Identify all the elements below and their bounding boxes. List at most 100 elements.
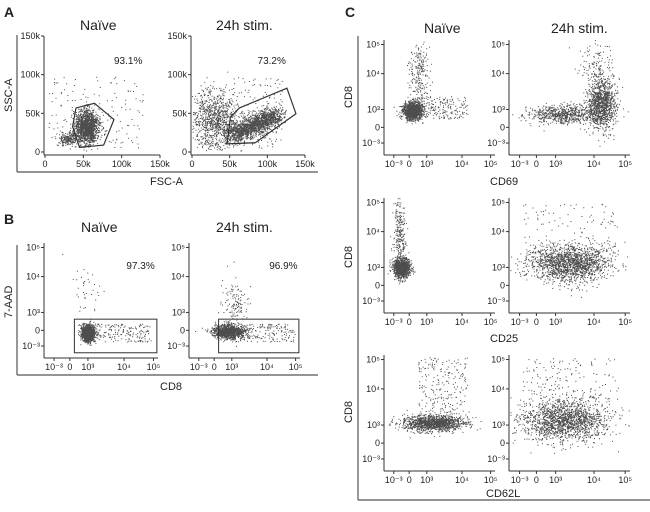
x-tick-label: 0: [407, 475, 412, 485]
scatter-plot-B-naive: 10⁻³ 0 10³ 10⁴ 10⁵ 10⁻³ 0 10³ 10⁴ 10⁵ 97.3%: [22, 242, 160, 372]
y-tick-label: 10⁻³: [487, 138, 505, 148]
data-points: [510, 358, 630, 454]
y-tick-label: 10⁴: [491, 227, 505, 237]
gate-polygon: [226, 87, 297, 145]
y-tick-label: 10⁵: [171, 242, 185, 252]
x-tick-label: 10⁻³: [190, 362, 208, 372]
title-naive-b: Naïve: [81, 219, 118, 235]
data-points: [510, 203, 629, 298]
scatter-plot-A-naive: 0 50k 100k 150k 0 50k 100k 150k 93.1%: [20, 31, 170, 169]
x-tick-label: 10⁴: [455, 475, 469, 485]
x-tick-label: 10³: [420, 159, 433, 169]
scatter-plot-C-CD62L-stim: 10⁻³ 0 10³ 10⁴ 10⁵ 10⁻³ 0 10³ 10⁴ 10⁵: [487, 355, 632, 485]
gate-rectangle: [73, 318, 158, 354]
x-tick-label: 10⁻³: [385, 159, 403, 169]
xlabel-b: CD8: [160, 381, 182, 393]
panel-label-b: B: [4, 211, 14, 227]
y-tick-label: 100k: [167, 70, 187, 80]
x-tick-label: 10⁻³: [511, 475, 529, 485]
y-tick-label: 10⁴: [366, 69, 380, 79]
gate-percentage: 97.3%: [126, 261, 154, 272]
x-tick-label: 50k: [222, 159, 237, 169]
event-dots: [512, 40, 629, 147]
y-tick-label: 0: [180, 325, 185, 335]
y-tick-label: 10³: [172, 307, 185, 317]
event-dots: [387, 198, 416, 285]
y-tick-label: 10³: [367, 104, 380, 114]
x-tick-label: 10³: [420, 475, 433, 485]
y-tick-label: 50k: [25, 108, 40, 118]
y-tick-label: 10⁻³: [362, 454, 380, 464]
x-tick-label: 10⁴: [260, 362, 274, 372]
scatter-plot-C-CD69-naive: 10⁻³ 0 10³ 10⁴ 10⁵ 10⁻³ 0 10³ 10⁴ 10⁵: [362, 39, 498, 169]
ylabel-c-row3: CD8: [343, 401, 355, 423]
data-points: [195, 261, 296, 347]
y-tick-label: 10⁵: [491, 39, 505, 49]
x-tick-label: 10⁵: [484, 475, 498, 485]
data-points: [388, 357, 482, 439]
data-points: [393, 41, 469, 125]
xlabel-c-cd62l: CD62L: [486, 488, 520, 500]
y-tick-label: 50k: [172, 108, 187, 118]
x-tick-label: 10⁵: [289, 362, 303, 372]
y-tick-label: 10³: [492, 420, 505, 430]
y-tick-label: 100k: [20, 70, 40, 80]
event-dots: [510, 358, 630, 454]
y-tick-label: 10⁻³: [362, 138, 380, 148]
x-tick-label: 10³: [549, 317, 562, 327]
x-tick-label: 10³: [81, 362, 94, 372]
gate-percentage: 96.9%: [269, 261, 297, 272]
event-dots: [48, 76, 144, 152]
data-points: [48, 76, 144, 152]
gate-percentage: 73.2%: [258, 56, 286, 67]
x-tick-label: 10³: [549, 159, 562, 169]
event-dots: [510, 203, 629, 298]
y-tick-label: 10⁴: [491, 69, 505, 79]
xlabel-a: FSC-A: [150, 176, 184, 188]
y-tick-label: 0: [375, 280, 380, 290]
panel-label-a: A: [4, 4, 14, 20]
y-tick-label: 10⁻³: [362, 296, 380, 306]
event-dots: [195, 261, 296, 347]
title-naive-a: Naïve: [80, 17, 117, 33]
ylabel-c-row2: CD8: [343, 246, 355, 268]
event-dots: [192, 71, 288, 152]
x-tick-label: 10⁵: [618, 475, 632, 485]
scatter-plot-B-stim: 10⁻³ 0 10³ 10⁴ 10⁵ 10⁻³ 0 10³ 10⁴ 10⁵ 96.9%: [167, 242, 303, 372]
y-tick-label: 10³: [492, 104, 505, 114]
y-tick-label: 0: [500, 122, 505, 132]
ylabel-c-row1: CD8: [343, 86, 355, 108]
x-tick-label: 10⁴: [455, 159, 469, 169]
x-tick-label: 10⁵: [618, 317, 632, 327]
x-tick-label: 100k: [258, 159, 278, 169]
title-naive-c: Naïve: [424, 20, 461, 36]
y-tick-label: 10⁻³: [487, 454, 505, 464]
x-tick-label: 10⁵: [484, 159, 498, 169]
xlabel-c-cd69: CD69: [490, 176, 518, 188]
y-tick-label: 0: [500, 438, 505, 448]
y-tick-label: 10³: [492, 262, 505, 272]
y-tick-label: 10⁴: [26, 272, 40, 282]
y-tick-label: 10⁴: [366, 227, 380, 237]
x-tick-label: 10⁻³: [511, 159, 529, 169]
gate-rectangle: [218, 318, 300, 354]
x-tick-label: 0: [534, 475, 539, 485]
event-dots: [393, 41, 469, 125]
x-tick-label: 10⁻³: [511, 317, 529, 327]
x-tick-label: 0: [407, 317, 412, 327]
y-tick-label: 10⁴: [491, 384, 505, 394]
x-tick-label: 10³: [420, 317, 433, 327]
y-tick-label: 10³: [27, 307, 40, 317]
y-tick-label: 10³: [367, 420, 380, 430]
x-tick-label: 100k: [112, 159, 132, 169]
scatter-plot-C-CD25-stim: 10⁻³ 0 10³ 10⁴ 10⁵ 10⁻³ 0 10³ 10⁴ 10⁵: [487, 197, 632, 327]
title-stim-b: 24h stim.: [216, 219, 273, 235]
x-tick-label: 10⁴: [587, 475, 601, 485]
y-tick-label: 0: [500, 280, 505, 290]
x-tick-label: 10³: [225, 362, 238, 372]
x-tick-label: 0: [212, 362, 217, 372]
x-tick-label: 0: [534, 159, 539, 169]
y-tick-label: 10⁴: [366, 384, 380, 394]
x-tick-label: 0: [534, 317, 539, 327]
y-tick-label: 10⁵: [366, 39, 380, 49]
